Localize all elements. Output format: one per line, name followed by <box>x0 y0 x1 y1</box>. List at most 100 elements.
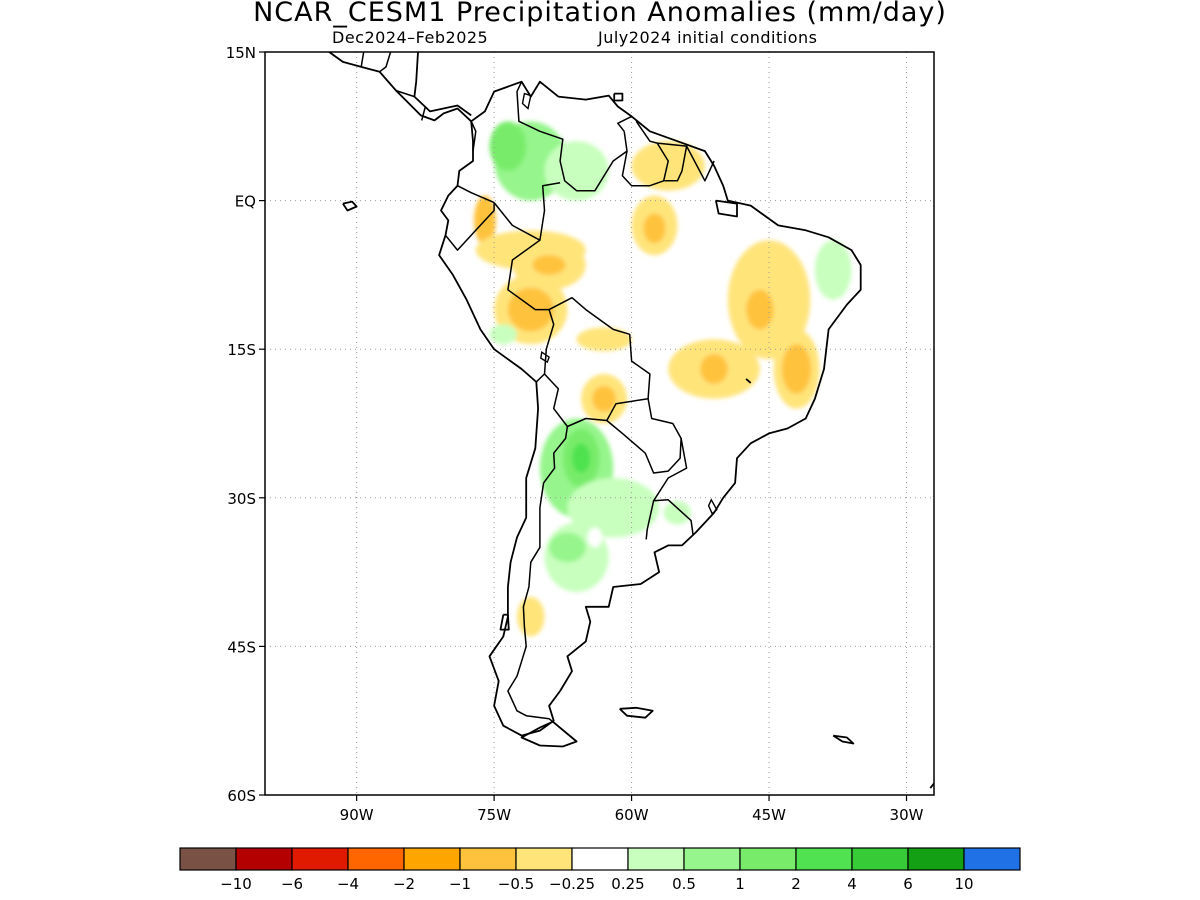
country-border-15 <box>645 500 655 540</box>
country-border-21 <box>364 17 372 24</box>
country-border-13 <box>606 398 682 474</box>
colorbar-label-3: −2 <box>393 875 415 893</box>
season-subtitle: Dec2024–Feb2025 <box>332 28 489 47</box>
country-border-10 <box>535 309 555 383</box>
colorbar-label-5: −0.5 <box>498 875 534 893</box>
map-frame <box>264 51 935 796</box>
country-border-6 <box>457 185 495 204</box>
colorbar-label-9: 1 <box>735 875 745 893</box>
colorbar-swatch-9 <box>683 847 741 871</box>
longitude-axis: 90W 75W 60W 45W 30W <box>340 795 924 824</box>
country-border-8 <box>493 182 561 241</box>
colorbar-label-2: −4 <box>337 875 359 893</box>
colorbar-swatch-14 <box>963 847 1021 871</box>
anomaly-region-6 <box>532 255 566 275</box>
coastline-marajo <box>715 199 738 218</box>
country-border-2 <box>617 115 632 132</box>
colorbar-label-1: −6 <box>281 875 303 893</box>
lat-tick-label-4: 45S <box>227 638 256 656</box>
coastline-chiloe <box>499 613 510 631</box>
colorbar-label-7: 0.25 <box>611 875 644 893</box>
lon-tick-label-1: 75W <box>477 806 511 824</box>
country-border-19 <box>360 52 365 68</box>
coastline-jamaica <box>464 18 482 24</box>
anomaly-region-29 <box>663 500 692 525</box>
country-border-9 <box>507 239 550 311</box>
coastline-sandwich <box>929 782 934 789</box>
anomaly-region-19 <box>814 240 852 300</box>
country-border-12 <box>507 426 569 723</box>
country-border-5 <box>685 145 715 182</box>
lat-tick-label-1: EQ <box>235 193 256 211</box>
coastline-falklands <box>619 706 654 719</box>
lake-outline-1 <box>540 351 550 364</box>
anomaly-region-22 <box>576 327 632 352</box>
country-border-7 <box>444 202 495 251</box>
anomaly-region-28 <box>549 532 586 563</box>
colorbar-swatch-13 <box>907 847 965 871</box>
lon-tick-label-2: 60W <box>615 806 649 824</box>
country-border-20 <box>337 24 373 52</box>
colorbar-label-6: −0.25 <box>549 875 595 893</box>
colorbar-swatch-8 <box>627 847 685 871</box>
colorbar-swatch-4 <box>403 847 461 871</box>
coastline-south-america <box>438 80 862 737</box>
coastline-abrolhos <box>745 378 752 384</box>
coastline-south-georgia <box>832 734 855 745</box>
colorbar-swatch-3 <box>347 847 405 871</box>
lon-tick-label-4: 30W <box>890 806 924 824</box>
country-border-1 <box>516 81 628 192</box>
anomaly-region-1 <box>489 121 527 171</box>
colorbar-swatch-2 <box>291 847 349 871</box>
anomaly-region-18 <box>781 344 812 394</box>
colorbar-swatch-10 <box>739 847 797 871</box>
coastline-hispaniola <box>500 4 556 21</box>
colorbar-label-10: 2 <box>791 875 801 893</box>
colorbar: −10 −6 −4 −2 −1 −0.5 −0.25 0.25 0.5 1 2 4 6 10 <box>179 847 1021 893</box>
anomaly-region-30 <box>517 596 545 637</box>
colorbar-swatch-5 <box>459 847 517 871</box>
colorbar-label-4: −1 <box>449 875 471 893</box>
country-border-18 <box>420 106 427 121</box>
colorbar-label-12: 6 <box>903 875 913 893</box>
anomaly-region-31 <box>587 527 603 548</box>
anomaly-region-26 <box>567 477 660 538</box>
anomaly-region-21 <box>592 385 616 412</box>
coastline-caribbean-coast <box>413 52 472 117</box>
colorbar-swatch-11 <box>795 847 853 871</box>
country-border-0 <box>470 120 477 152</box>
coastline-puerto-rico <box>566 17 581 22</box>
lon-tick-label-3: 45W <box>752 806 786 824</box>
colorbar-label-0: −10 <box>220 875 252 893</box>
colorbar-swatch-0 <box>179 847 237 871</box>
anomaly-region-2 <box>544 141 609 201</box>
anomaly-region-14 <box>746 289 774 330</box>
anomaly-region-9 <box>489 324 518 345</box>
colorbar-swatch-7 <box>571 847 629 871</box>
colorbar-swatch-6 <box>515 847 573 871</box>
colorbar-swatch-1 <box>235 847 293 871</box>
anomaly-field <box>473 121 852 637</box>
map-title: NCAR_CESM1 Precipitation Anomalies (mm/d… <box>253 0 947 28</box>
coastline-tierra-del-fuego <box>520 720 578 748</box>
lon-tick-label-0: 90W <box>340 806 374 824</box>
anomaly-region-12 <box>631 141 705 191</box>
lake-outline-2 <box>707 498 718 515</box>
country-borders <box>337 17 715 723</box>
coastline-central-america <box>327 52 472 122</box>
initial-conditions-subtitle: July2024 initial conditions <box>598 28 818 47</box>
lake-outline-0 <box>521 92 532 110</box>
colorbar-label-8: 0.5 <box>672 875 696 893</box>
country-border-17 <box>395 89 415 98</box>
coastline-cuba-tip <box>403 0 502 1</box>
country-border-16 <box>379 52 392 73</box>
anomaly-region-25 <box>572 443 591 474</box>
latitude-axis: 15N EQ 15S 30S 45S 60S <box>226 44 265 805</box>
coastline-central-america-north <box>297 0 384 45</box>
lat-tick-label-0: 15N <box>226 44 256 62</box>
colorbar-label-11: 4 <box>847 875 857 893</box>
lat-tick-label-5: 60S <box>227 787 256 805</box>
coastline-galapagos <box>342 200 358 212</box>
